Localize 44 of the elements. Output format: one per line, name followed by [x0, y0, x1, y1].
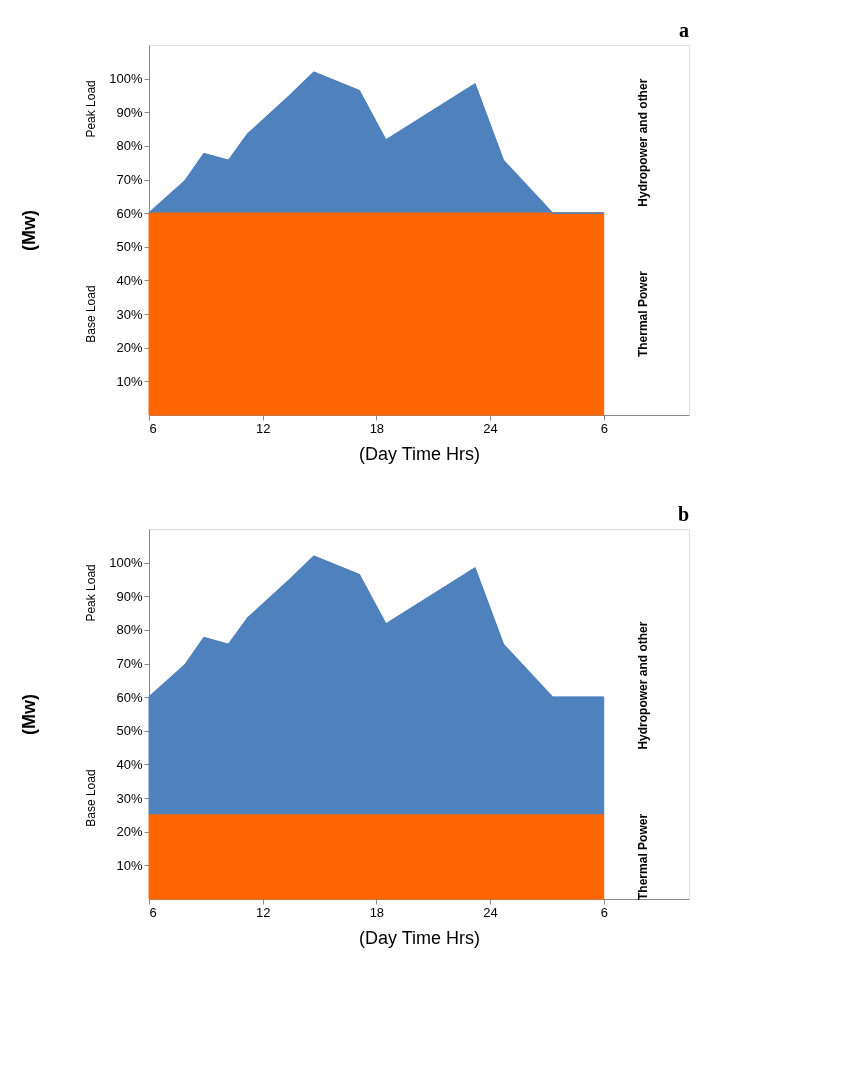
x-tick-label: 24 [483, 420, 498, 436]
x-tick-label: 12 [255, 904, 271, 920]
y-tick-label: 40% [116, 272, 143, 288]
x-axis-title: (Day Time Hrs) [359, 443, 480, 464]
chart-title: b [677, 503, 689, 525]
x-tick-label: 6 [149, 420, 157, 436]
text: Peak Load [84, 80, 98, 138]
y-tick-label: 20% [116, 340, 143, 356]
y-tick-label: 100% [109, 555, 143, 571]
text: Base Load [84, 769, 98, 827]
annotation: Thermal Power [636, 813, 651, 900]
x-tick-label: 6 [600, 904, 608, 920]
text: Base Load [84, 285, 98, 343]
x-tick-label: 18 [369, 904, 385, 920]
chart-title: a [679, 19, 689, 41]
y-axis-title: (Mw) [19, 210, 40, 251]
y-tick-label: 10% [116, 857, 143, 873]
y-tick-label: 90% [116, 104, 143, 120]
y-tick-label: 30% [116, 790, 143, 806]
x-tick-label: 12 [255, 420, 271, 436]
x-tick-label: 6 [600, 420, 608, 436]
y-tick-label: 80% [116, 622, 143, 638]
y-tick-label: 40% [116, 756, 143, 772]
y-tick-label: 70% [116, 172, 143, 188]
y-tick-label: 60% [116, 205, 143, 221]
x-tick-label: 24 [483, 904, 498, 920]
x-tick-label: 18 [369, 420, 385, 436]
y-tick-label: 50% [116, 723, 143, 739]
y-tick-label: 50% [116, 239, 143, 255]
annotation: Hydropower and other [636, 621, 651, 750]
text: Peak Load [84, 564, 98, 622]
y-axis-title: (Mw) [19, 694, 40, 735]
y-tick-label: 60% [116, 689, 143, 705]
x-axis-title: (Day Time Hrs) [359, 927, 480, 948]
annotation: Thermal Power [636, 270, 651, 358]
x-tick-label: 6 [149, 904, 157, 920]
y-tick-label: 30% [116, 306, 143, 322]
y-tick-label: 100% [109, 71, 143, 87]
y-tick-label: 10% [116, 373, 143, 389]
y-tick-label: 80% [116, 138, 143, 154]
y-tick-label: 20% [116, 824, 143, 840]
annotation: Hydropower and other [636, 78, 651, 207]
y-tick-label: 90% [116, 588, 143, 604]
y-tick-label: 70% [116, 656, 143, 672]
